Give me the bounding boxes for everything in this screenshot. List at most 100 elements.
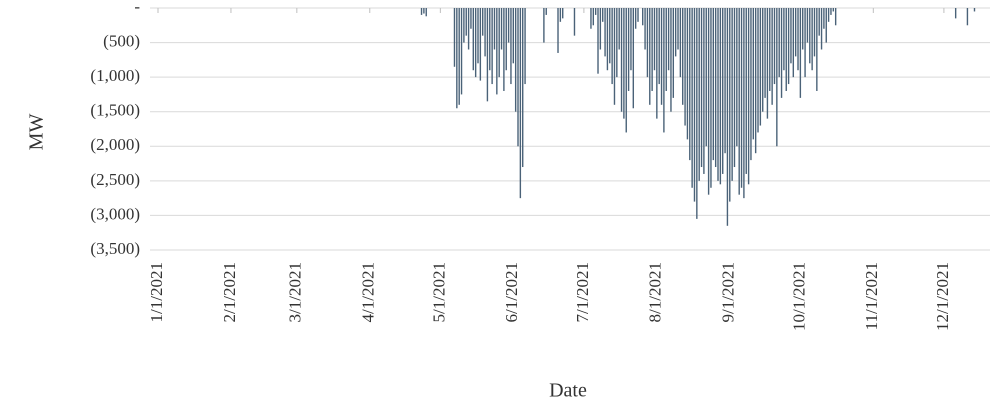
bar [460, 8, 463, 95]
bar [731, 8, 733, 181]
bar [606, 8, 609, 71]
bar [559, 8, 562, 22]
bar [637, 8, 639, 22]
bar [618, 8, 620, 50]
bar [670, 8, 672, 112]
bar [816, 8, 818, 91]
bar [682, 8, 684, 105]
x-tick-label: 11/1/2021 [862, 262, 881, 330]
bar [665, 8, 667, 91]
bar [632, 8, 635, 109]
bar [954, 8, 957, 19]
bar [484, 8, 486, 57]
bar [714, 8, 717, 168]
bar [524, 8, 526, 85]
bar [592, 8, 595, 26]
bar [752, 8, 755, 140]
bar [754, 8, 757, 154]
bar [750, 8, 752, 161]
bar [973, 8, 976, 12]
bar [689, 8, 691, 161]
bar [794, 8, 797, 57]
bar [705, 8, 707, 147]
bar [712, 8, 715, 161]
bar [823, 8, 825, 29]
bar [599, 8, 602, 50]
bar [684, 8, 686, 126]
y-tick-label: (3,500) [90, 239, 140, 258]
bar [679, 8, 682, 78]
bar [787, 8, 790, 85]
bar [802, 8, 804, 50]
bar [762, 8, 764, 112]
bar [757, 8, 759, 133]
bar [656, 8, 658, 119]
bar [644, 8, 646, 50]
bar [745, 8, 747, 174]
bar [557, 8, 559, 53]
bar [830, 8, 832, 15]
y-tick-label: (2,500) [90, 170, 140, 189]
y-tick-label: (3,000) [90, 204, 140, 223]
bar [522, 8, 524, 168]
y-axis-title: MW [26, 114, 48, 151]
x-tick-label: 7/1/2021 [573, 262, 592, 322]
bar [616, 8, 618, 78]
bar [474, 8, 477, 78]
y-tick-label: (2,000) [90, 135, 140, 154]
bar [634, 8, 637, 29]
bar [458, 8, 460, 105]
x-tick-label: 12/1/2021 [933, 262, 952, 331]
y-tick-label: (500) [103, 31, 140, 50]
bar [642, 8, 644, 26]
bar [698, 8, 700, 181]
bar [806, 8, 809, 43]
bar [707, 8, 710, 195]
bar [790, 8, 792, 64]
bar [804, 8, 806, 78]
bar [778, 8, 780, 78]
bar [496, 8, 498, 95]
bar [479, 8, 482, 81]
bar [463, 8, 465, 43]
x-tick-label: 5/1/2021 [429, 262, 448, 322]
bar [783, 8, 785, 71]
bar [719, 8, 722, 185]
bar [653, 8, 656, 71]
bar [740, 8, 743, 188]
bar [602, 8, 604, 22]
bar [482, 8, 484, 36]
bar [769, 8, 771, 91]
bar [651, 8, 653, 91]
bar [743, 8, 745, 199]
bar [691, 8, 693, 188]
bar [726, 8, 729, 226]
bar [764, 8, 766, 98]
bar [470, 8, 472, 29]
bar [625, 8, 627, 133]
bar [486, 8, 489, 102]
x-axis-title: Date [549, 380, 587, 402]
bar [477, 8, 479, 64]
bar [620, 8, 623, 112]
bar [759, 8, 762, 126]
bar [630, 8, 632, 71]
bar [785, 8, 787, 91]
bar [649, 8, 651, 105]
bar [613, 8, 616, 105]
bar [696, 8, 698, 219]
bar [491, 8, 493, 85]
bar [773, 8, 776, 85]
bar [729, 8, 731, 202]
x-tick-label: 1/1/2021 [147, 262, 166, 322]
bar [722, 8, 724, 174]
bar [667, 8, 670, 71]
bar [700, 8, 703, 168]
y-tick-label: - [134, 0, 140, 16]
x-tick-label: 4/1/2021 [359, 262, 378, 322]
bar [677, 8, 679, 50]
bar [674, 8, 677, 57]
bar [627, 8, 630, 91]
bar [425, 8, 427, 17]
